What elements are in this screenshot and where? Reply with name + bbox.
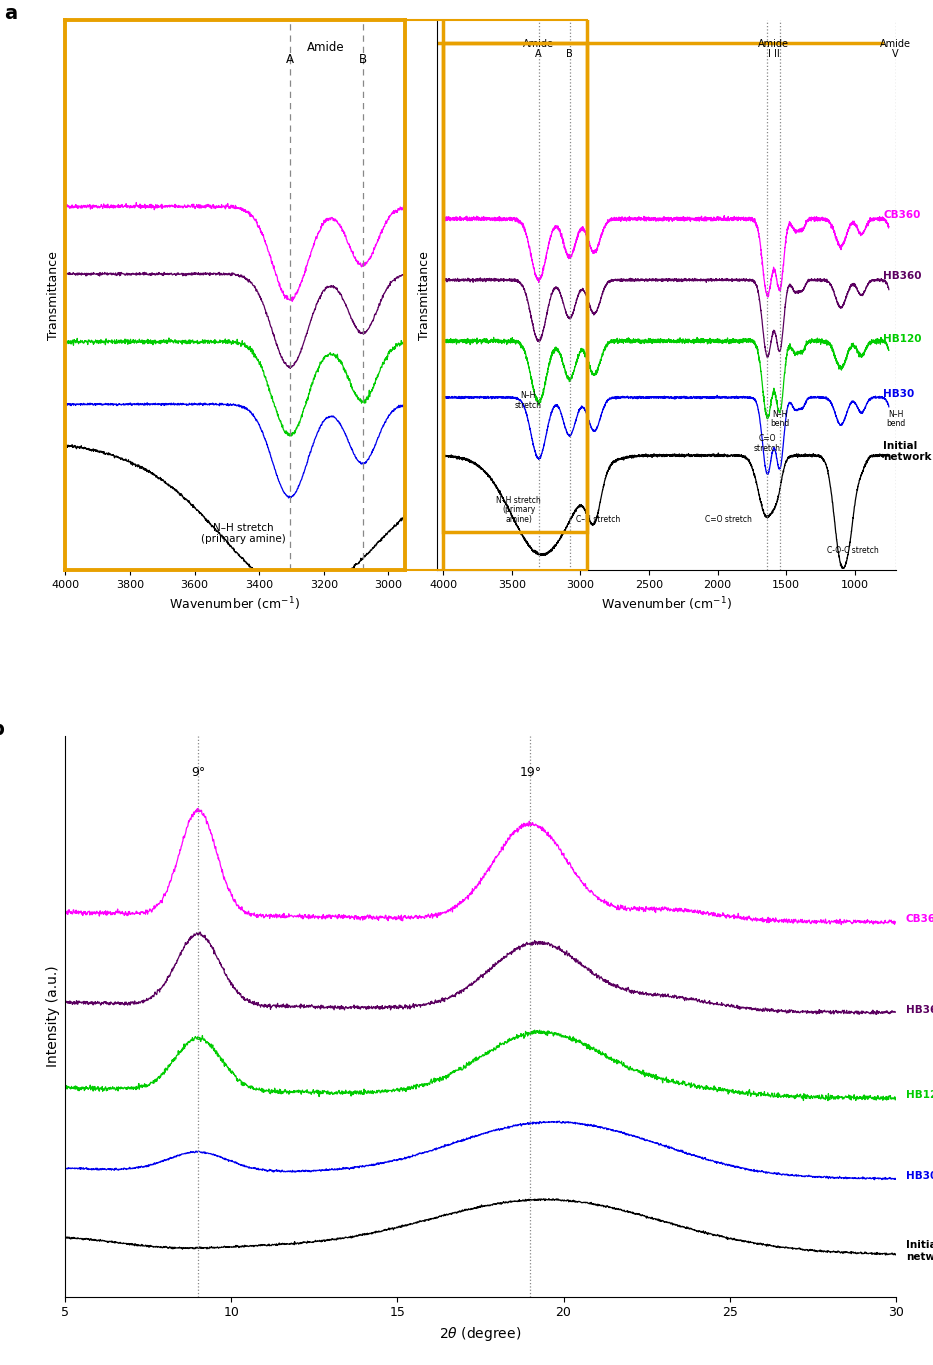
- Text: A: A: [285, 53, 294, 66]
- Text: a: a: [5, 4, 18, 23]
- X-axis label: 2$\theta$ (degree): 2$\theta$ (degree): [439, 1325, 522, 1343]
- Text: C–H stretch: C–H stretch: [577, 515, 620, 524]
- Text: HB30: HB30: [884, 389, 914, 399]
- Text: N–H stretch
(primary amine): N–H stretch (primary amine): [201, 523, 285, 545]
- Y-axis label: Intensity (a.u.): Intensity (a.u.): [46, 966, 60, 1067]
- Text: CB360: CB360: [884, 210, 921, 221]
- Text: B: B: [566, 49, 573, 59]
- X-axis label: Wavenumber (cm$^{-1}$): Wavenumber (cm$^{-1}$): [170, 595, 300, 613]
- Text: N–H
bend: N–H bend: [886, 410, 905, 429]
- Text: B: B: [358, 53, 367, 66]
- Text: 9°: 9°: [191, 766, 205, 779]
- Bar: [443, 44, 588, 532]
- Text: Amide
I II: Amide I II: [759, 38, 789, 59]
- Text: 19°: 19°: [520, 766, 541, 779]
- Text: CB360: CB360: [906, 915, 933, 924]
- X-axis label: Wavenumber (cm$^{-1}$): Wavenumber (cm$^{-1}$): [601, 595, 731, 613]
- Text: Amide
V: Amide V: [880, 38, 912, 59]
- Text: C=O
stretch: C=O stretch: [754, 434, 781, 453]
- Text: Amide
A: Amide A: [523, 38, 554, 59]
- Text: HB360: HB360: [884, 272, 922, 281]
- Text: N–H stretch
(primary
amine): N–H stretch (primary amine): [496, 495, 541, 524]
- Text: C-O-C stretch: C-O-C stretch: [828, 546, 879, 554]
- Text: C=O stretch: C=O stretch: [705, 515, 752, 524]
- Text: HB120: HB120: [884, 334, 922, 344]
- Text: HB120: HB120: [906, 1091, 933, 1100]
- Text: Initial
network: Initial network: [906, 1241, 933, 1263]
- Text: Initial
network: Initial network: [884, 441, 932, 463]
- Text: b: b: [0, 719, 5, 738]
- Text: HB30: HB30: [906, 1171, 933, 1181]
- Text: N–H
bend: N–H bend: [771, 410, 789, 429]
- Text: Amide: Amide: [307, 41, 345, 55]
- Y-axis label: Transmittance: Transmittance: [47, 251, 60, 340]
- Y-axis label: Transmittance: Transmittance: [418, 251, 431, 340]
- Text: HB360: HB360: [906, 1005, 933, 1014]
- Text: N–H
stretch: N–H stretch: [515, 392, 542, 410]
